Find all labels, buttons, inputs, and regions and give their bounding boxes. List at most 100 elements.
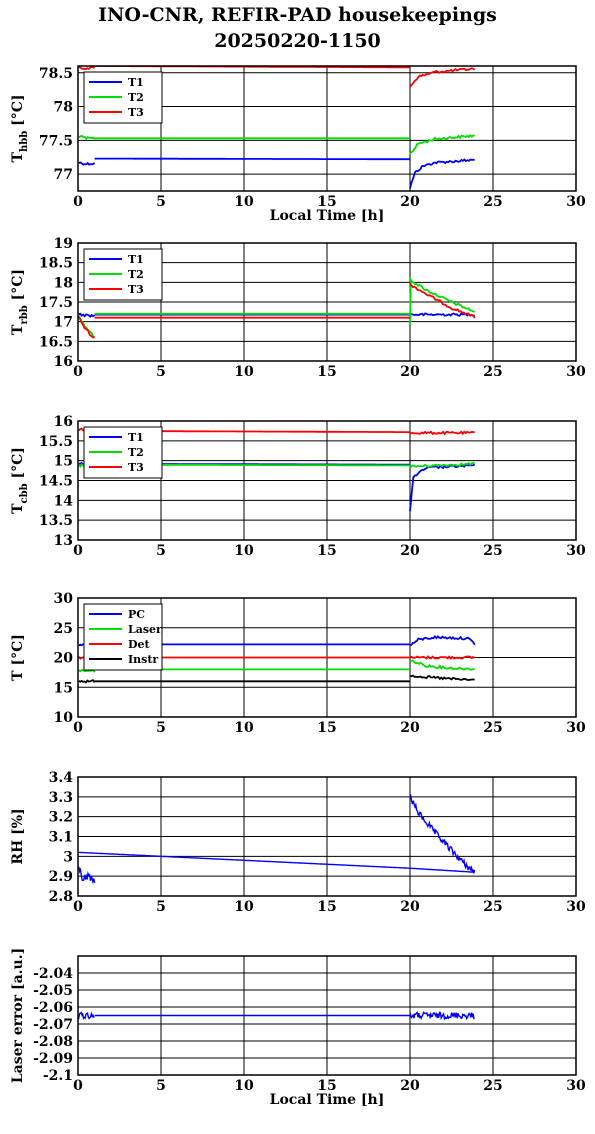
y-tick-label: 3.3 — [49, 790, 73, 806]
x-tick-label: 20 — [400, 720, 420, 736]
series-line-t3 — [409, 283, 476, 319]
chart-panel-2: 0 5 10 15 20 25 30 16 16.5 17 17.5 18 18.5 19 Trbb [°C… — [10, 236, 586, 380]
x-tick-label: 0 — [73, 543, 83, 559]
legend-label-t2: T2 — [128, 91, 144, 104]
series-line-data — [409, 793, 476, 875]
x-tick-label: 5 — [156, 899, 166, 915]
x-tick-label: 20 — [400, 899, 420, 915]
legend-label-t2: T2 — [128, 446, 144, 459]
y-tick-label: 77 — [54, 167, 73, 183]
x-tick-label: 10 — [234, 720, 254, 736]
series-line-t1 — [78, 161, 96, 166]
y-tick-label: 15 — [54, 680, 73, 696]
y-tick-label: 15.5 — [39, 434, 73, 450]
title-line-2: 20250220-1150 — [214, 30, 381, 52]
x-tick-label: 20 — [400, 364, 420, 380]
y-axis-label: Trbb [°C] — [10, 269, 30, 335]
y-tick-label: 3.4 — [49, 770, 74, 786]
x-tick-label: 25 — [483, 720, 502, 736]
y-tick-label: 14.5 — [39, 474, 73, 490]
y-tick-label: 78 — [54, 100, 73, 116]
series-line-t3 — [78, 316, 95, 339]
y-tick-label: 13 — [54, 533, 73, 549]
x-tick-label: 30 — [566, 364, 586, 380]
x-tick-label: 5 — [156, 720, 166, 736]
figure-title: INO-CNR, REFIR-PAD housekeepings 2025022… — [0, 2, 595, 54]
chart-panel-3: 0 5 10 15 20 25 30 13 13.5 14 14.5 15 15.5 16 Tcbb [°C… — [10, 414, 586, 559]
x-tick-label: 10 — [234, 364, 254, 380]
x-axis-label: Local Time [h] — [270, 1092, 385, 1108]
legend: T1 T2 T3 — [83, 426, 163, 479]
x-tick-label: 5 — [156, 364, 166, 380]
y-tick-label: -2.06 — [33, 1000, 73, 1016]
x-tick-label: 30 — [566, 194, 586, 210]
series-line-data — [78, 866, 96, 885]
series-line-t1 — [409, 312, 475, 317]
y-axis-label-subscript: cbb — [19, 483, 30, 503]
legend: T1 T2 T3 — [83, 248, 163, 301]
y-tick-label: 16.5 — [39, 334, 73, 350]
x-tick-label: 0 — [73, 364, 83, 380]
y-axis-label: RH [%] — [10, 808, 26, 864]
series-line-t2 — [409, 461, 475, 469]
series-line-det — [409, 654, 476, 660]
y-tick-label: 15 — [54, 454, 73, 470]
x-tick-label: 15 — [317, 1078, 336, 1094]
series-line-t3 — [409, 67, 476, 88]
series-line-t1 — [94, 157, 410, 161]
y-tick-label: -2.07 — [33, 1017, 73, 1033]
y-tick-label: 18 — [54, 275, 73, 291]
series-line-t3 — [409, 430, 475, 436]
series-line-t2 — [78, 134, 96, 141]
x-tick-label: 25 — [483, 1078, 502, 1094]
x-tick-label: 15 — [317, 364, 336, 380]
x-tick-label: 20 — [400, 194, 420, 210]
series-line-laser — [409, 659, 475, 671]
y-tick-label: 3.1 — [49, 830, 73, 846]
x-tick-label: 25 — [483, 899, 502, 915]
y-tick-label: 30 — [54, 591, 74, 607]
x-tick-label: 0 — [73, 720, 83, 736]
legend-label-t3: T3 — [128, 461, 144, 474]
y-tick-label: 17.5 — [39, 295, 73, 311]
y-tick-label: 14 — [54, 493, 74, 509]
y-tick-label: 16 — [54, 414, 73, 430]
chart-panel-4: 0 5 10 15 20 25 30 10 15 20 25 30 T [°C] PC Laser Det In… — [10, 591, 586, 736]
legend: PC Laser Det Instr — [83, 603, 163, 671]
series-line-t2 — [409, 277, 476, 325]
y-axis-label: Laser error [a.u.] — [10, 948, 26, 1083]
x-tick-label: 25 — [483, 543, 502, 559]
y-tick-label: 25 — [54, 621, 73, 637]
y-tick-label: 2.8 — [49, 889, 73, 905]
y-tick-label: 10 — [54, 710, 74, 726]
series-line-instr — [78, 679, 96, 684]
chart-panel-1: 0 5 10 15 20 25 30 77 77.5 78 78.5 Local Time [h] Th… — [10, 65, 586, 224]
legend-label-pc: PC — [128, 608, 145, 621]
series-line-t2 — [409, 134, 475, 155]
y-axis-label: Thbb [°C] — [10, 95, 30, 163]
x-tick-label: 15 — [317, 899, 336, 915]
x-tick-label: 30 — [566, 543, 586, 559]
series-line-t1 — [409, 158, 475, 189]
legend-label-t2: T2 — [128, 268, 144, 281]
x-tick-label: 5 — [156, 194, 166, 210]
legend-label-t3: T3 — [128, 106, 144, 119]
plot-area — [78, 1010, 475, 1021]
y-tick-label: 19 — [54, 236, 73, 252]
chart-panel-6: 0 5 10 15 20 25 30-2.04-2.05-2.06-2.07-2.08-2.… — [10, 948, 586, 1108]
legend: T1 T2 T3 — [83, 71, 163, 124]
y-tick-label: -2.05 — [33, 983, 73, 999]
y-axis-label-subscript: rbb — [19, 305, 30, 324]
y-axis-label: T [°C] — [10, 634, 26, 681]
y-tick-label: 78.5 — [39, 66, 73, 82]
legend-label-t3: T3 — [128, 283, 144, 296]
series-line-pc — [409, 634, 476, 647]
y-axis-label: Tcbb [°C] — [10, 447, 30, 514]
y-tick-label: 77.5 — [39, 133, 73, 149]
legend-label-laser: Laser — [128, 623, 162, 636]
x-tick-label: 30 — [566, 899, 586, 915]
x-tick-label: 15 — [317, 543, 336, 559]
series-line-instr — [409, 674, 475, 681]
x-tick-label: 30 — [566, 1078, 586, 1094]
